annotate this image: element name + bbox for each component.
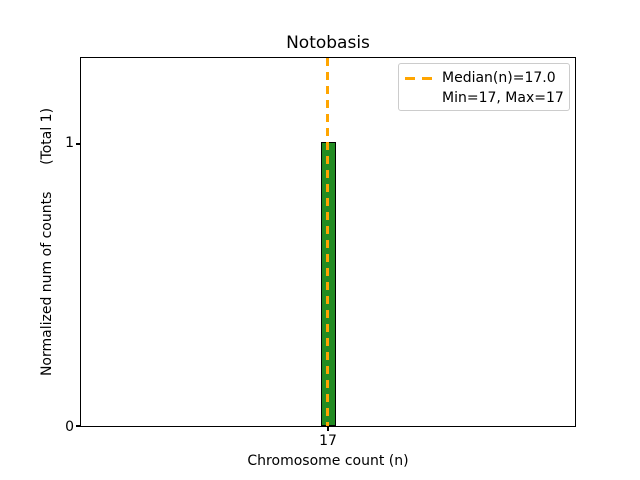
x-tick-label-17: 17 xyxy=(319,433,337,449)
y-tick-label-0: 0 xyxy=(65,419,74,435)
median-line xyxy=(326,58,329,426)
legend: Median(n)=17.0 Min=17, Max=17 xyxy=(398,63,570,111)
legend-label-minmax: Min=17, Max=17 xyxy=(442,90,564,106)
y-tick-mark-1 xyxy=(76,143,80,145)
y-axis-label: Normalized num of counts (Total 1) xyxy=(39,107,55,377)
x-axis-label: Chromosome count (n) xyxy=(247,453,409,469)
x-tick-mark-17 xyxy=(327,426,329,431)
legend-entry-median: Median(n)=17.0 xyxy=(405,68,563,88)
y-tick-mark-0 xyxy=(76,425,80,427)
chart-title: Notobasis xyxy=(286,33,370,53)
y-tick-label-1: 1 xyxy=(65,135,74,151)
legend-swatch-spacer xyxy=(405,97,432,100)
legend-label-median: Median(n)=17.0 xyxy=(442,70,556,86)
orange-dashed-line-icon xyxy=(405,76,432,80)
legend-entry-minmax: Min=17, Max=17 xyxy=(405,88,564,108)
plot-area xyxy=(76,57,576,431)
